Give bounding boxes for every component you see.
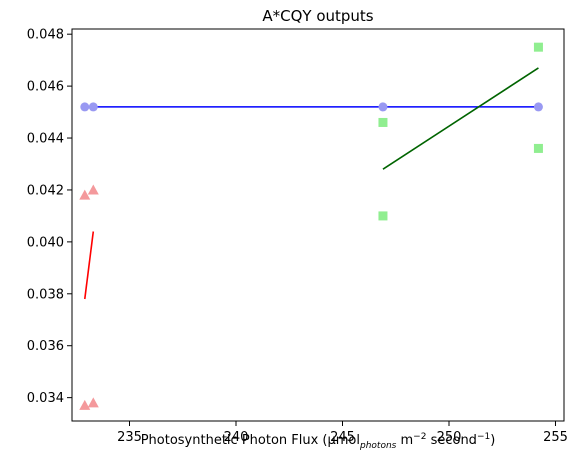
- data-point-circle: [88, 102, 98, 112]
- data-point-circle: [378, 102, 388, 112]
- trend-line: [382, 67, 539, 170]
- axes-frame: [71, 28, 565, 422]
- data-point-circle: [80, 102, 90, 112]
- y-axis-ticks: 0.034 0.036 0.038 0.040 0.042 0.044 0.046 0.048: [27, 28, 72, 406]
- trend-line: [83, 231, 95, 300]
- trend-lines: [83, 67, 539, 300]
- data-point-square: [378, 117, 388, 127]
- x-tick-label: 240: [224, 430, 249, 445]
- x-tick-label: 250: [437, 430, 462, 445]
- data-point-triangle: [79, 189, 91, 200]
- y-tick-label: 0.038: [27, 287, 64, 302]
- y-tick-label: 0.046: [27, 80, 64, 95]
- data-point-square: [533, 42, 543, 52]
- y-tick-label: 0.044: [27, 132, 64, 147]
- y-tick-label: 0.048: [27, 28, 64, 43]
- x-axis-ticks: 235 240 245 250 255: [117, 421, 568, 445]
- data-points: [79, 42, 543, 410]
- y-tick-label: 0.036: [27, 339, 64, 354]
- x-tick-label: 245: [330, 430, 355, 445]
- x-tick-label: 255: [543, 430, 568, 445]
- chart-title: A*CQY outputs: [262, 7, 373, 25]
- y-tick-label: 0.040: [27, 235, 64, 250]
- x-axis-label: Photosynthetic Photon Flux (µmolphotons …: [141, 432, 496, 451]
- data-point-square: [378, 211, 388, 221]
- data-point-circle: [533, 102, 543, 112]
- data-point-square: [533, 143, 543, 153]
- data-point-triangle: [79, 399, 91, 410]
- x-tick-label: 235: [117, 430, 142, 445]
- data-point-triangle: [87, 397, 99, 408]
- y-tick-label: 0.042: [27, 183, 64, 198]
- data-point-triangle: [87, 184, 99, 195]
- y-tick-label: 0.034: [27, 391, 64, 406]
